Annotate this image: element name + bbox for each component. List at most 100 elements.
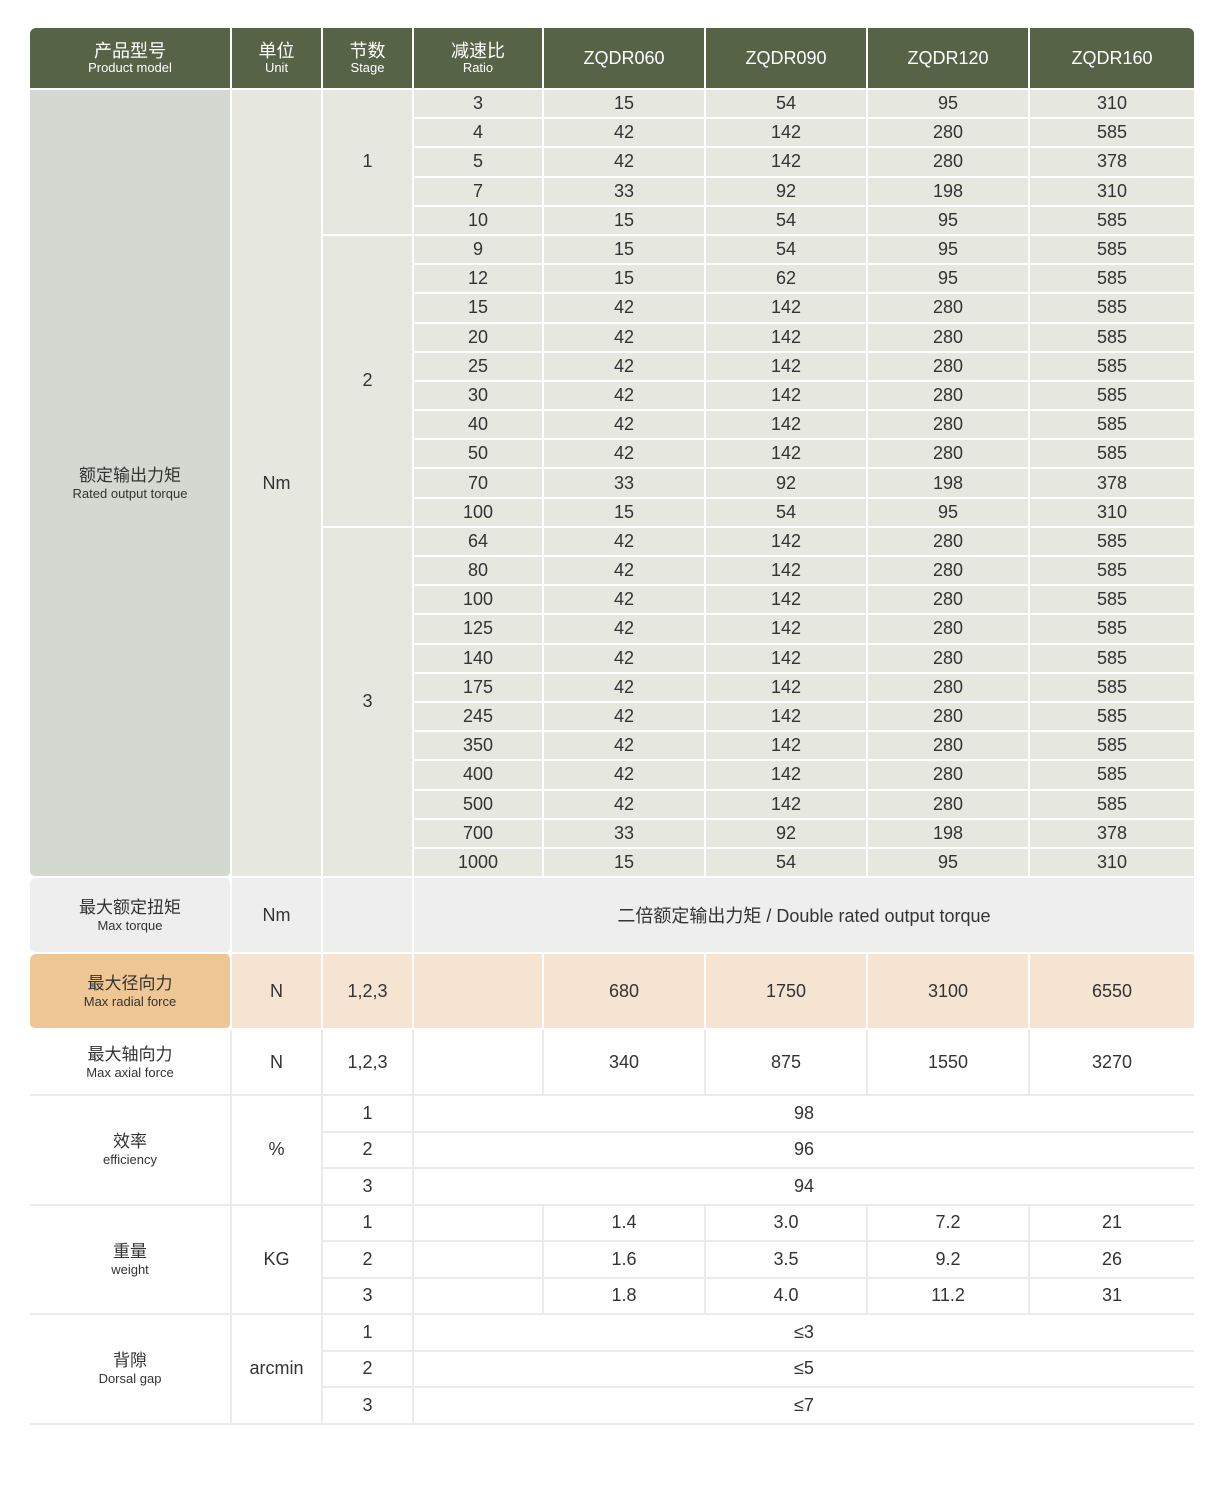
- value-cell: 280: [868, 381, 1030, 412]
- table-row: 100 42 142 280 585: [30, 586, 1194, 616]
- value-cell: 142: [706, 440, 868, 470]
- ratio-cell: 12: [414, 265, 544, 295]
- value-cell: 680: [544, 954, 706, 1031]
- value-cell: 4.0: [706, 1278, 868, 1316]
- unit-cell: KG: [232, 1205, 323, 1316]
- stage-cell: 1,2,3: [323, 1030, 414, 1097]
- value-cell: 95: [868, 206, 1030, 236]
- value-cell: 280: [868, 644, 1030, 674]
- value-cell: 54: [706, 90, 868, 120]
- table-row: 10 15 54 95 585: [30, 206, 1194, 236]
- header-row: 产品型号 Product model 单位 Unit 节数 Stage 减速比 Rati…: [30, 28, 1194, 90]
- value-cell: ≤5: [414, 1351, 1194, 1389]
- value-cell: 1.8: [544, 1278, 706, 1316]
- stage-cell: 1: [323, 1205, 414, 1243]
- value-cell: 26: [1030, 1242, 1194, 1279]
- table-row: 1000 15 54 95 310: [30, 848, 1194, 879]
- ratio-cell: 10: [414, 206, 544, 236]
- ratio-cell: 3: [414, 90, 544, 120]
- label-cn: 额定输出力矩: [79, 465, 181, 485]
- value-cell: 142: [706, 790, 868, 820]
- ratio-cell: 64: [414, 527, 544, 557]
- table-row: 40 42 142 280 585: [30, 411, 1194, 441]
- ratio-cell: 5: [414, 148, 544, 178]
- unit-cell: Nm: [232, 878, 323, 955]
- table-row: 140 42 142 280 585: [30, 644, 1194, 674]
- value-cell: 280: [868, 294, 1030, 324]
- value-cell: 142: [706, 527, 868, 557]
- value-cell: 585: [1030, 790, 1194, 820]
- table-row: 最大轴向力 Max axial force N 1,2,3 340 875 1550 3270: [30, 1030, 1194, 1097]
- value-cell: 585: [1030, 644, 1194, 674]
- value-cell: 42: [544, 790, 706, 820]
- value-cell: 585: [1030, 586, 1194, 616]
- value-cell: 585: [1030, 323, 1194, 353]
- label-cn: 效率: [113, 1132, 147, 1152]
- value-cell: 310: [1030, 177, 1194, 207]
- table-row: 70 33 92 198 378: [30, 469, 1194, 499]
- label-en: Rated output torque: [72, 485, 188, 501]
- value-cell: 585: [1030, 615, 1194, 645]
- value-cell: 7.2: [868, 1205, 1030, 1243]
- value-cell: 585: [1030, 702, 1194, 733]
- value-cell: 3.5: [706, 1242, 868, 1279]
- value-cell: 280: [868, 790, 1030, 820]
- value-cell: 33: [544, 177, 706, 207]
- value-cell: 142: [706, 673, 868, 703]
- header-product-model: 产品型号 Product model: [30, 28, 232, 90]
- value-cell: 33: [544, 819, 706, 849]
- table-row: 额定输出力矩 Rated output torque Nm 1 3 15 54 95 310: [30, 90, 1194, 879]
- value-cell: 21: [1030, 1205, 1194, 1243]
- table-row: 700 33 92 198 378: [30, 819, 1194, 849]
- stage-cell: 3: [323, 527, 414, 879]
- value-cell: 310: [1030, 90, 1194, 120]
- value-cell: 585: [1030, 761, 1194, 791]
- label-en: Max torque: [97, 917, 163, 933]
- value-cell: 54: [706, 498, 868, 528]
- value-cell: 42: [544, 294, 706, 324]
- value-cell: 42: [544, 673, 706, 703]
- ratio-cell: [414, 1205, 544, 1243]
- value-cell: 92: [706, 469, 868, 499]
- value-cell: 280: [868, 761, 1030, 791]
- ratio-cell: 700: [414, 819, 544, 849]
- header-stage: 节数 Stage: [323, 28, 414, 90]
- value-cell: 二倍额定输出力矩 / Double rated output torque: [414, 878, 1194, 955]
- table-row: 3 94: [30, 1169, 1194, 1206]
- value-cell: 42: [544, 381, 706, 412]
- value-cell: 54: [706, 235, 868, 266]
- unit-cell: Nm: [232, 90, 323, 879]
- table-row: 4 42 142 280 585: [30, 119, 1194, 149]
- value-cell: 280: [868, 411, 1030, 441]
- value-cell: 585: [1030, 206, 1194, 236]
- ratio-cell: 70: [414, 469, 544, 499]
- ratio-cell: 500: [414, 790, 544, 820]
- stage-cell: 1,2,3: [323, 954, 414, 1031]
- table-row: 80 42 142 280 585: [30, 557, 1194, 587]
- value-cell: 15: [544, 498, 706, 528]
- value-cell: 280: [868, 702, 1030, 733]
- label-en: Dorsal gap: [98, 1371, 162, 1387]
- value-cell: 62: [706, 265, 868, 295]
- value-cell: 280: [868, 527, 1030, 557]
- header-model: ZQDR120: [868, 28, 1030, 90]
- row-label: 最大额定扭矩 Max torque: [30, 878, 232, 955]
- ratio-cell: 50: [414, 440, 544, 470]
- value-cell: 42: [544, 527, 706, 557]
- value-cell: 142: [706, 557, 868, 587]
- table-row: 2 1.6 3.5 9.2 26: [30, 1242, 1194, 1279]
- value-cell: 15: [544, 848, 706, 879]
- value-cell: 585: [1030, 119, 1194, 149]
- value-cell: 3100: [868, 954, 1030, 1031]
- value-cell: 95: [868, 235, 1030, 266]
- value-cell: 1.6: [544, 1242, 706, 1279]
- value-cell: 95: [868, 265, 1030, 295]
- table-row: 5 42 142 280 378: [30, 148, 1194, 178]
- value-cell: 585: [1030, 440, 1194, 470]
- value-cell: 875: [706, 1030, 868, 1097]
- table-row: 500 42 142 280 585: [30, 790, 1194, 820]
- value-cell: 585: [1030, 294, 1194, 324]
- table-row: 效率 efficiency% 1 98: [30, 1096, 1194, 1206]
- table-row: 2 ≤5: [30, 1351, 1194, 1389]
- header-unit: 单位 Unit: [232, 28, 323, 90]
